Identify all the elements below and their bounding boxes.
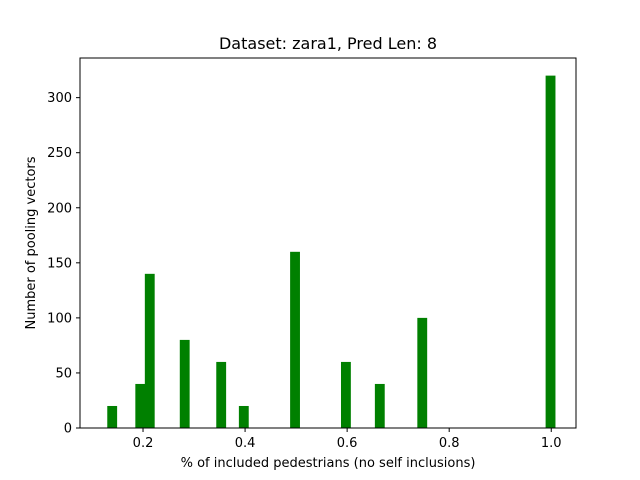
x-axis-ticks: 0.2 0.4 0.6 0.8 1.0	[133, 428, 562, 451]
chart-title: Dataset: zara1, Pred Len: 8	[219, 34, 437, 53]
bar	[290, 251, 300, 428]
bar	[340, 361, 351, 428]
axes-frame	[79, 57, 577, 429]
y-tick-label: 50	[55, 366, 72, 381]
bar	[179, 339, 190, 428]
y-axis-ticks: 0 50 100 150 200 250 300	[47, 91, 80, 437]
bar	[374, 383, 385, 428]
x-tick-label: 0.8	[439, 436, 460, 451]
bar	[238, 405, 249, 428]
bar	[216, 361, 227, 428]
bar	[135, 383, 146, 428]
y-tick-label: 200	[47, 201, 72, 216]
y-tick-label: 300	[47, 91, 72, 106]
x-tick-label: 0.2	[133, 436, 154, 451]
y-axis-label: Number of pooling vectors	[24, 156, 39, 329]
bar-series	[107, 75, 556, 429]
bar	[107, 405, 118, 428]
y-tick-label: 250	[47, 146, 72, 161]
y-tick-label: 150	[47, 256, 72, 271]
y-tick-label: 100	[47, 311, 72, 326]
x-tick-label: 0.6	[337, 436, 358, 451]
bar	[545, 75, 556, 429]
bar	[144, 273, 155, 428]
bar	[417, 317, 428, 428]
y-tick-label: 0	[64, 422, 72, 437]
x-axis-label: % of included pedestrians (no self inclu…	[181, 456, 476, 471]
x-tick-label: 0.4	[235, 436, 256, 451]
x-tick-label: 1.0	[541, 436, 562, 451]
